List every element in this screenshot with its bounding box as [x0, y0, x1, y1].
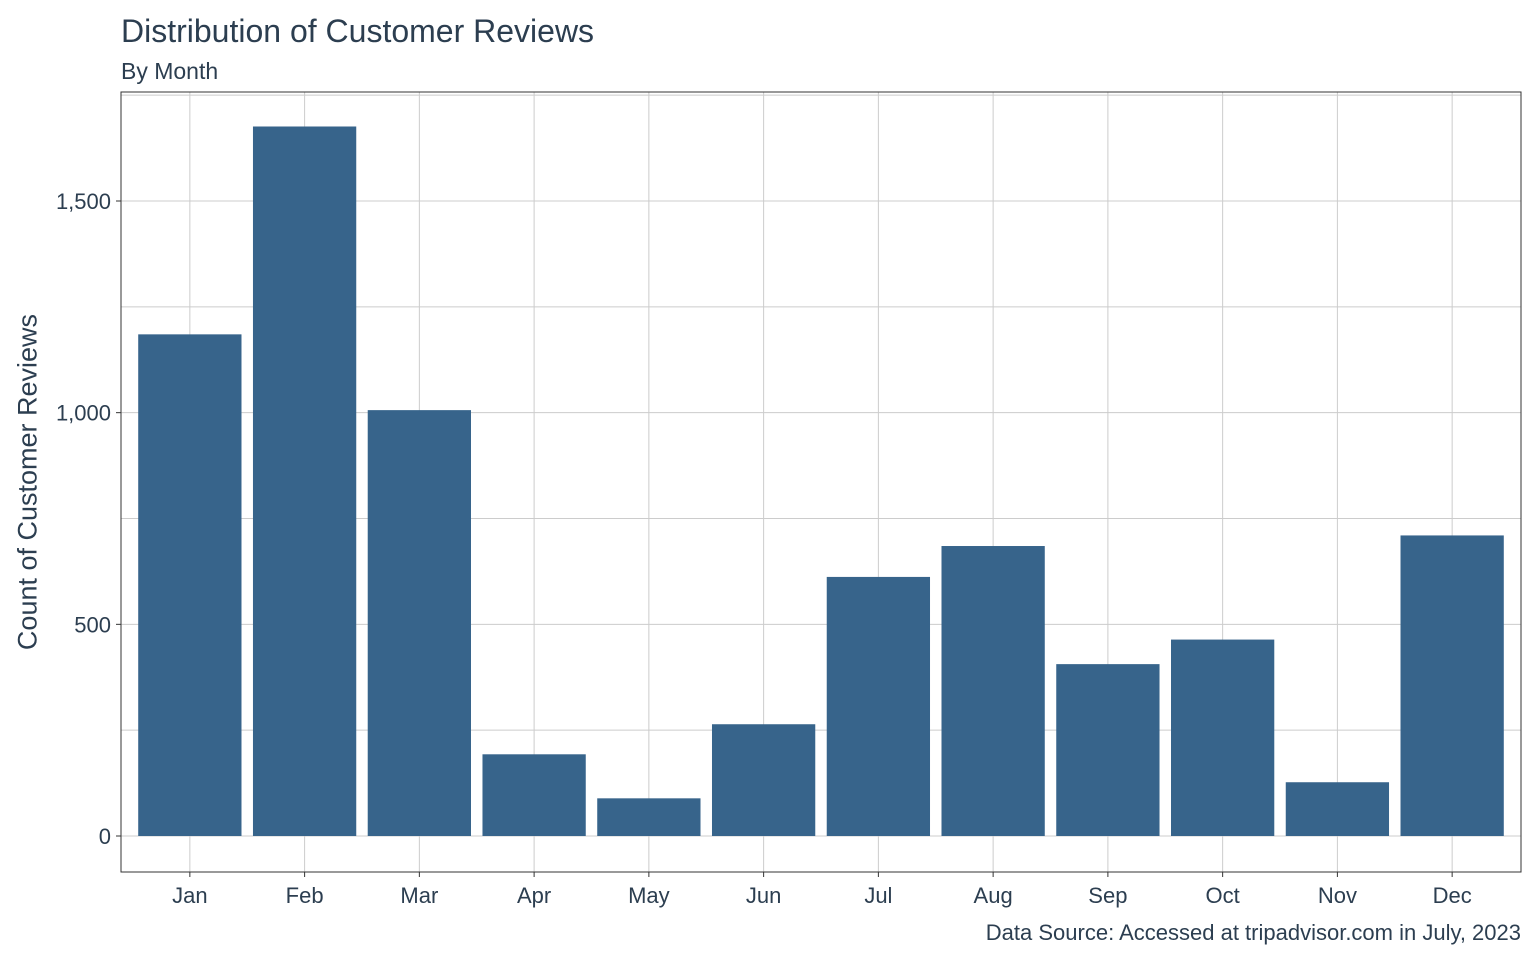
x-tick-label: Mar — [400, 883, 438, 908]
y-tick-label: 1,000 — [56, 401, 111, 426]
bar-may — [597, 798, 701, 836]
y-tick-label: 0 — [99, 824, 111, 849]
x-tick-label: Jun — [746, 883, 781, 908]
plot-panel-border — [120, 91, 1522, 873]
bar-feb — [252, 126, 357, 836]
x-tick-label: Feb — [286, 883, 324, 908]
bar-nov — [1285, 782, 1390, 836]
x-tick-label: Jul — [864, 883, 892, 908]
y-tick-label: 500 — [74, 612, 111, 637]
bar-mar — [367, 410, 471, 836]
bar-sep — [1056, 664, 1160, 836]
x-tick-label: Apr — [517, 883, 551, 908]
chart-title: Distribution of Customer Reviews — [121, 13, 595, 49]
bar-dec — [1400, 535, 1504, 836]
bar-jul — [826, 576, 931, 836]
chart-subtitle: By Month — [121, 58, 219, 84]
bar-apr — [482, 754, 586, 836]
x-tick-label: Jan — [172, 883, 207, 908]
x-tick-label: Aug — [974, 883, 1013, 908]
x-tick-label: Oct — [1206, 883, 1240, 908]
x-tick-label: Dec — [1433, 883, 1472, 908]
x-tick-label: May — [628, 883, 670, 908]
y-tick-label: 1,500 — [56, 189, 111, 214]
bar-jan — [138, 334, 242, 836]
bar-jun — [711, 724, 816, 836]
x-tick-label: Sep — [1088, 883, 1127, 908]
bar-aug — [941, 546, 1045, 836]
bars — [138, 126, 1504, 836]
x-tick-label: Nov — [1318, 883, 1357, 908]
data-source-caption: Data Source: Accessed at tripadvisor.com… — [985, 920, 1521, 945]
bar-oct — [1171, 639, 1275, 836]
